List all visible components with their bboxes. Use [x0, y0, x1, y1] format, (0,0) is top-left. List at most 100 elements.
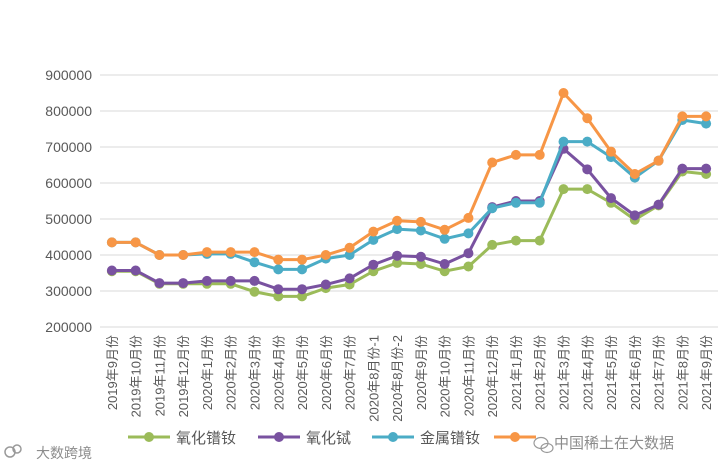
data-point	[392, 250, 403, 261]
data-point	[629, 210, 640, 221]
data-point	[701, 163, 712, 174]
x-tick-label: 2020年1月份	[200, 335, 215, 410]
legend-label: 氧化铽	[306, 430, 351, 447]
data-point	[487, 239, 498, 250]
y-tick-label: 600000	[45, 175, 92, 191]
x-tick-label: 2019年10月份	[129, 335, 144, 417]
legend-swatch-marker	[388, 432, 398, 442]
data-point	[154, 278, 165, 289]
data-point	[249, 286, 260, 297]
data-point	[582, 164, 593, 175]
x-tick-label: 2021年8月份	[675, 335, 690, 410]
series-3	[106, 115, 712, 275]
x-tick-label: 2020年8月份-1	[366, 335, 381, 422]
wechat-icon	[533, 436, 554, 454]
y-tick-label: 400000	[45, 247, 92, 263]
y-tick-label: 700000	[45, 139, 92, 155]
data-point	[439, 266, 450, 277]
y-tick-label: 800000	[45, 103, 92, 119]
data-point	[701, 111, 712, 122]
legend-label: 氧化镨钕	[176, 430, 236, 447]
legend-item: 氧化镨钕	[128, 430, 236, 447]
data-point	[439, 224, 450, 235]
data-point	[273, 254, 284, 265]
x-tick-label: 2019年9月份	[105, 335, 120, 410]
legend-label: 金属镨钕	[420, 430, 480, 447]
data-point	[534, 235, 545, 246]
data-point	[297, 291, 308, 302]
data-point	[225, 247, 236, 258]
data-point	[392, 224, 403, 235]
data-point	[368, 234, 379, 245]
data-point	[154, 250, 165, 260]
data-point	[653, 155, 664, 166]
data-point	[368, 226, 379, 237]
data-point	[297, 264, 308, 275]
series-line	[111, 118, 707, 271]
data-point	[606, 193, 617, 204]
data-point	[273, 284, 284, 295]
data-point	[106, 237, 117, 248]
data-point	[392, 257, 403, 268]
y-tick-label: 200000	[45, 319, 92, 335]
watermark-left: 大数跨境	[36, 445, 92, 461]
data-point	[201, 275, 212, 286]
x-tick-label: 2021年9月份	[699, 335, 714, 410]
data-point	[701, 118, 712, 129]
x-tick-label: 2021年5月份	[604, 335, 619, 410]
legend-swatch-marker	[144, 432, 154, 442]
x-tick-label: 2021年7月份	[652, 335, 667, 410]
x-tick-label: 2020年9月份	[414, 335, 429, 410]
data-point	[415, 251, 426, 262]
x-tick-label: 2019年12月份	[176, 335, 191, 417]
x-tick-label: 2021年3月份	[557, 335, 572, 410]
data-point	[249, 275, 260, 286]
x-tick-label: 2021年4月份	[580, 335, 595, 410]
watermark-right: 中国稀土在大数据	[554, 435, 674, 452]
data-point	[439, 233, 450, 244]
data-point	[558, 184, 569, 195]
data-point	[273, 264, 284, 275]
data-point	[582, 184, 593, 195]
data-point	[582, 113, 593, 124]
legend-item	[494, 432, 536, 442]
data-point	[558, 136, 569, 147]
data-point	[463, 212, 474, 223]
data-point	[629, 169, 640, 179]
data-point	[297, 254, 308, 265]
data-point	[510, 149, 521, 160]
x-tick-label: 2020年2月份	[224, 335, 239, 410]
data-point	[297, 284, 308, 295]
series-line	[111, 169, 707, 298]
y-tick-label: 300000	[45, 283, 92, 299]
x-tick-label: 2020年5月份	[295, 335, 310, 410]
data-point	[677, 111, 688, 122]
y-axis: 200000 300000 400000 500000 600000 700000 8000…	[45, 67, 92, 335]
data-point	[249, 257, 260, 268]
x-tick-label: 2019年11月份	[152, 335, 167, 416]
legend: 氧化镨钕 氧化铽 金属镨钕	[128, 430, 536, 447]
data-point	[582, 136, 593, 147]
data-point	[249, 247, 260, 258]
data-point	[178, 278, 189, 289]
legend-swatch-marker	[274, 432, 284, 442]
data-point	[225, 275, 236, 286]
data-point	[534, 197, 545, 208]
data-point	[606, 146, 617, 157]
x-tick-label: 2021年2月份	[533, 335, 548, 410]
series-4	[106, 88, 712, 265]
data-point	[344, 273, 355, 284]
x-tick-label: 2020年11月份	[461, 335, 476, 416]
data-point	[653, 199, 664, 210]
data-point	[415, 216, 426, 227]
legend-item: 氧化铽	[258, 430, 351, 447]
data-point	[534, 149, 545, 160]
data-point	[201, 247, 212, 258]
data-point	[463, 248, 474, 259]
data-point	[368, 259, 379, 270]
y-tick-label: 500000	[45, 211, 92, 227]
x-tick-label: 2020年10月份	[438, 335, 453, 417]
data-point	[487, 203, 498, 214]
data-point	[320, 250, 331, 260]
